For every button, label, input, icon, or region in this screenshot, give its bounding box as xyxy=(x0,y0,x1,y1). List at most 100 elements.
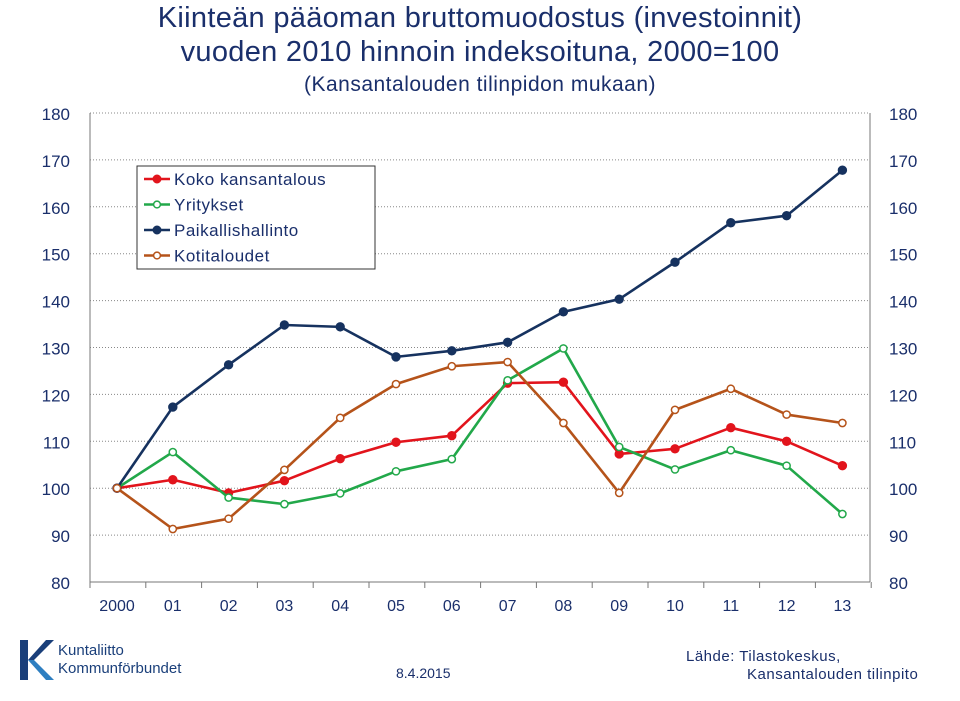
data-point xyxy=(391,437,401,447)
legend-swatch-marker xyxy=(152,200,162,209)
data-point xyxy=(447,430,457,441)
y-tick-label-left: 120 xyxy=(42,386,70,405)
data-point xyxy=(670,444,680,454)
chart-title-line2: vuoden 2010 hinnoin indeksoituna, 2000=1… xyxy=(180,36,780,68)
data-point xyxy=(837,165,848,175)
data-point xyxy=(838,418,847,428)
data-point xyxy=(280,499,289,509)
x-tick-label: 09 xyxy=(610,598,628,615)
data-point xyxy=(224,493,233,502)
y-tick-label-right: 90 xyxy=(889,527,908,546)
data-point xyxy=(447,454,457,464)
data-point xyxy=(503,375,512,385)
data-point xyxy=(168,402,178,412)
kuntaliitto-emblem-icon xyxy=(20,640,54,680)
series-line-2 xyxy=(115,169,844,489)
logo-text-finnish: Kuntaliitto xyxy=(58,642,124,659)
data-point xyxy=(391,352,401,362)
legend-label: Paikallishallinto xyxy=(174,221,299,240)
y-tick-label-left: 170 xyxy=(42,152,70,171)
data-point xyxy=(168,475,178,485)
legend-box xyxy=(136,165,376,270)
data-point xyxy=(726,422,736,433)
x-tick-label: 02 xyxy=(220,598,238,615)
series-line-1 xyxy=(116,347,844,515)
data-point xyxy=(502,337,513,348)
data-point xyxy=(391,379,401,389)
data-point xyxy=(503,357,512,367)
legend-swatch-marker xyxy=(152,225,162,235)
y-tick-label-left: 130 xyxy=(42,340,70,359)
data-point xyxy=(670,405,680,415)
data-point xyxy=(614,488,624,498)
data-point xyxy=(279,475,290,486)
y-tick-label-left: 110 xyxy=(43,433,70,452)
y-tick-label-right: 130 xyxy=(889,340,917,359)
y-tick-label-left: 100 xyxy=(42,480,70,499)
y-tick-label-right: 80 xyxy=(889,574,908,593)
data-point xyxy=(335,413,345,423)
legend-label: Yritykset xyxy=(174,196,244,215)
data-point xyxy=(279,320,290,330)
data-point xyxy=(391,466,401,476)
data-point xyxy=(335,453,345,464)
data-point xyxy=(838,509,847,519)
data-point xyxy=(670,465,680,474)
x-tick-label: 08 xyxy=(555,598,573,615)
data-point xyxy=(112,483,122,493)
source-line2: Kansantalouden tilinpito xyxy=(747,666,919,683)
data-point xyxy=(726,218,736,228)
y-tick-label-right: 170 xyxy=(889,152,917,171)
legend-swatch-marker xyxy=(152,174,162,184)
data-point xyxy=(559,344,568,353)
y-tick-label-left: 80 xyxy=(51,574,70,593)
data-point xyxy=(726,384,736,394)
series-line-0 xyxy=(116,380,843,495)
x-tick-label: 04 xyxy=(331,598,349,615)
data-point xyxy=(335,489,345,498)
data-point xyxy=(168,447,178,457)
y-tick-label-left: 160 xyxy=(42,199,70,218)
x-tick-label: 11 xyxy=(722,598,739,615)
x-tick-label: 01 xyxy=(164,598,182,615)
legend-swatch-marker xyxy=(152,251,162,260)
data-point xyxy=(224,514,233,524)
data-point xyxy=(726,445,736,455)
x-tick-label: 2000 xyxy=(99,598,135,615)
data-point xyxy=(781,436,792,446)
x-tick-label: 07 xyxy=(499,598,517,615)
y-tick-label-left: 140 xyxy=(42,293,70,312)
data-point xyxy=(223,360,234,370)
y-tick-label-left: 180 xyxy=(42,105,70,124)
x-tick-label: 06 xyxy=(443,598,461,615)
y-tick-label-right: 120 xyxy=(889,386,917,405)
data-point xyxy=(614,442,624,452)
chart-subtitle: (Kansantalouden tilinpidon mukaan) xyxy=(303,73,657,96)
date-label: 8.4.2015 xyxy=(396,665,451,681)
data-point xyxy=(782,410,791,419)
y-tick-label-right: 100 xyxy=(889,480,917,499)
data-point xyxy=(447,346,457,356)
chart-title-line1: Kiinteän pääoman bruttomuodostus (invest… xyxy=(157,2,803,34)
logo-text-swedish: Kommunförbundet xyxy=(58,660,182,677)
legend-label: Kotitaloudet xyxy=(174,247,270,266)
y-tick-label-right: 110 xyxy=(889,433,916,452)
data-point xyxy=(335,322,345,332)
y-tick-label-left: 150 xyxy=(42,246,70,265)
y-tick-label-right: 160 xyxy=(889,199,917,218)
series-line-3 xyxy=(116,360,843,531)
x-tick-label: 10 xyxy=(666,598,684,615)
source-line1: Lähde: Tilastokeskus, xyxy=(686,648,841,665)
y-tick-label-right: 150 xyxy=(889,246,917,265)
data-point xyxy=(558,307,569,317)
kuntaliitto-logo: Kuntaliitto Kommunförbundet xyxy=(18,636,218,684)
data-point xyxy=(782,461,791,471)
y-tick-label-left: 90 xyxy=(51,527,70,546)
legend-label: Koko kansantalous xyxy=(174,170,326,189)
y-tick-label-right: 140 xyxy=(889,293,917,312)
data-point xyxy=(558,377,569,387)
data-point xyxy=(168,524,178,534)
x-tick-label: 03 xyxy=(276,598,294,615)
data-point xyxy=(280,465,289,475)
